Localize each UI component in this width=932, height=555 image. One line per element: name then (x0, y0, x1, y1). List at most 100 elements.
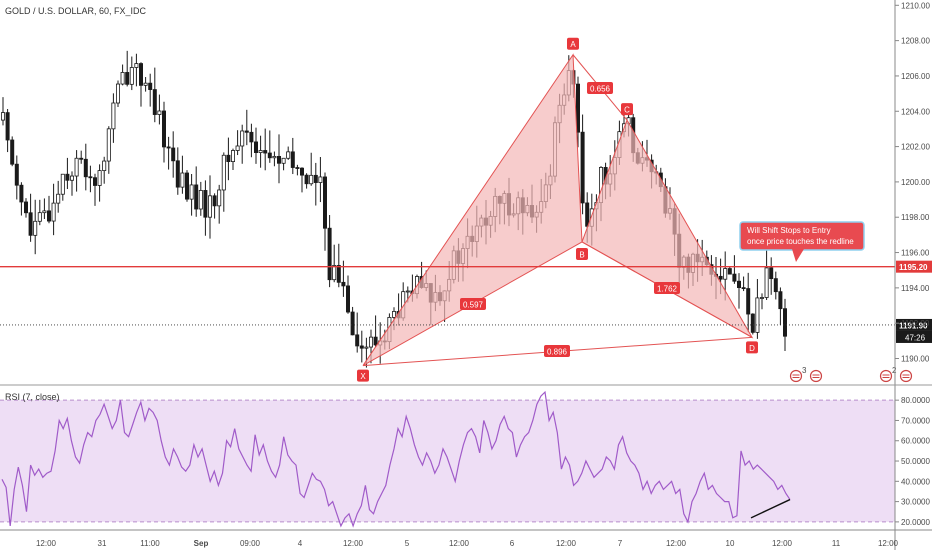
candle-down (276, 156, 281, 164)
pattern-point-X-bg (357, 369, 369, 382)
price-tick-label: 1190.00 (901, 355, 930, 364)
candle-up (235, 145, 240, 151)
candle-up (258, 150, 263, 154)
pattern-ratio-label-bg (587, 82, 613, 94)
candle-down (313, 174, 318, 183)
candle-down (746, 288, 751, 315)
candle-up (116, 83, 121, 104)
time-tick-label: 11 (832, 539, 841, 548)
rsi-title: RSI (7, close) (5, 392, 60, 402)
time-tick-label: 5 (405, 539, 410, 548)
candle-up (60, 173, 65, 195)
candle-down (341, 281, 346, 287)
countdown-tag: 47:26 (905, 333, 926, 342)
candle-up (391, 311, 396, 318)
candle-down (737, 280, 742, 289)
candle-down (322, 176, 327, 229)
candle-down (327, 227, 332, 281)
candle-up (405, 290, 410, 293)
pattern-point-X: X (360, 372, 366, 381)
rsi-tick-label: 70.0000 (901, 416, 930, 425)
price-tick-label: 1200.00 (901, 178, 930, 187)
rsi-line (1, 390, 791, 528)
candle-down (580, 131, 585, 204)
candle-down (5, 112, 10, 141)
event-flag-circle (879, 369, 893, 383)
candle-up (217, 189, 222, 207)
time-tick-label: 12:00 (878, 539, 899, 548)
candle-up (332, 265, 337, 281)
redline-price-tag-bg (896, 260, 932, 273)
last-price-tag-bg (896, 318, 932, 331)
time-tick-label: 12:00 (343, 539, 364, 548)
price-tick-label: 1192.00 (901, 319, 930, 328)
candle-up (0, 112, 6, 121)
event-flag-count: 3 (802, 366, 807, 375)
candle-down (732, 273, 737, 282)
candle-down (171, 147, 176, 162)
pattern-ratio-label: 1.762 (657, 285, 678, 294)
time-tick-label: 10 (726, 539, 735, 548)
candle-down (203, 190, 208, 218)
candle-up (70, 175, 75, 181)
candle-down (23, 201, 28, 214)
redline-price-tag: 1195.20 (899, 263, 928, 272)
candle-down (345, 285, 350, 313)
pattern-ratio-label: 0.896 (547, 348, 568, 357)
candle-up (230, 150, 235, 162)
candle-down (212, 195, 217, 207)
chart-title: GOLD / U.S. DOLLAR, 60, FX_IDC (5, 6, 147, 16)
candle-up (309, 174, 314, 185)
rsi-tick-label: 50.0000 (901, 457, 930, 466)
candle-up (198, 190, 203, 210)
candle-down (299, 167, 304, 176)
candle-down (152, 89, 157, 115)
candle-down (93, 177, 98, 186)
price-tick-label: 1198.00 (901, 213, 930, 222)
candle-down (10, 139, 15, 165)
candle-down (350, 311, 355, 336)
candle-down (249, 131, 254, 143)
candle-down (769, 267, 774, 280)
candle-up (37, 212, 42, 222)
candle-up (97, 170, 102, 186)
price-tick-label: 1208.00 (901, 37, 930, 46)
candle-down (184, 172, 189, 200)
price-tick-label: 1202.00 (901, 143, 930, 152)
candle-up (764, 267, 769, 298)
price-tick-label: 1196.00 (901, 249, 930, 258)
candle-down (175, 160, 180, 188)
candle-up (129, 67, 134, 85)
pattern-point-A: A (570, 40, 576, 49)
price-tick-label: 1210.00 (901, 1, 930, 10)
time-tick-label: 7 (618, 539, 623, 548)
pattern-point-B-bg (576, 247, 588, 260)
candle-down (290, 151, 295, 168)
candle-up (120, 72, 125, 85)
candle-down (79, 157, 84, 160)
candle-up (281, 157, 286, 164)
pattern-point-C-bg (621, 103, 633, 116)
candle-down (295, 167, 300, 169)
candle-down (88, 176, 93, 179)
candle-down (83, 158, 88, 178)
pattern-point-B: B (579, 250, 584, 259)
time-tick-label: 4 (298, 539, 303, 548)
pattern-ratio-label: 0.597 (463, 301, 484, 310)
annotation-line2: once price touches the redline (747, 237, 854, 246)
candle-up (755, 297, 760, 333)
candle-up (106, 128, 111, 162)
candle-down (65, 173, 70, 181)
candle-down (773, 278, 778, 293)
pattern-point-D: D (749, 344, 755, 353)
candle-up (51, 202, 56, 222)
candle-up (143, 82, 148, 86)
candle-down (718, 275, 723, 280)
rsi-tick-label: 30.0000 (901, 498, 930, 507)
event-flag-icon[interactable]: 3 (789, 366, 823, 383)
candle-up (272, 156, 277, 159)
pattern-ratio-label-bg (460, 298, 486, 310)
candle-down (28, 212, 33, 236)
